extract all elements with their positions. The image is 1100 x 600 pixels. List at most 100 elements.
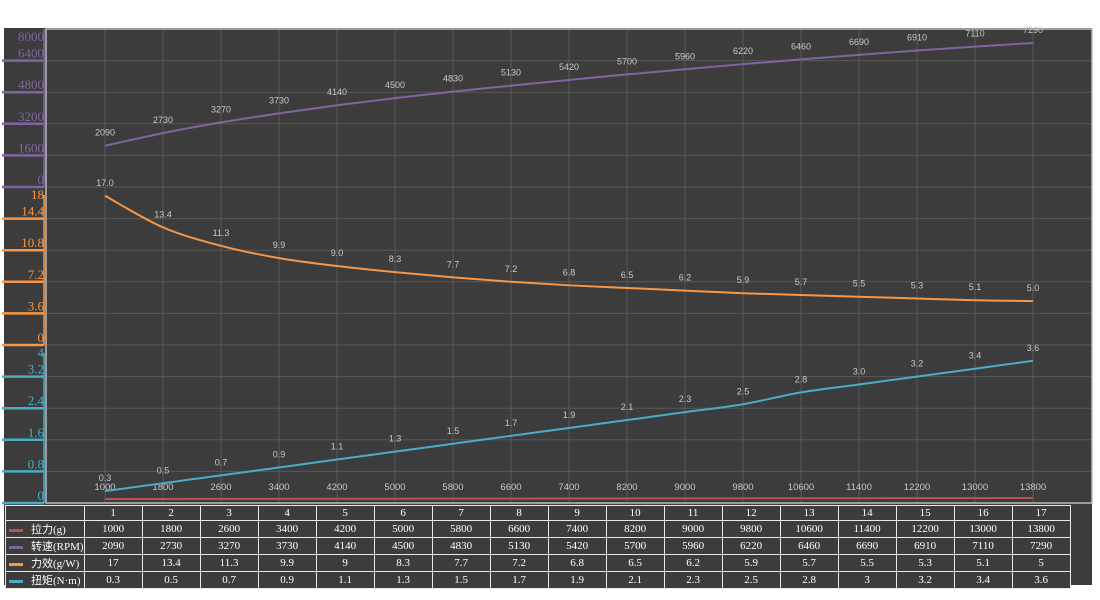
data-label: 7.7 <box>447 259 460 269</box>
table-header-row: 1 2 3 4 5 6 7 8 9 10 11 12 13 14 15 16 17 <box>5 505 1071 521</box>
table-row: 力效(g/W) 17 13.4 11.3 9.9 9 8.3 7.7 7.2 6.8 6.5 6.2 5… <box>5 554 1071 572</box>
table-cell: 0.5 <box>141 571 201 589</box>
data-label-pull: 1000 <box>94 482 115 493</box>
data-label: 2090 <box>95 128 115 138</box>
data-label: 2.8 <box>795 374 808 384</box>
table-cell: 4830 <box>431 537 491 555</box>
y-axis-tick-label: 1.6 <box>28 425 45 440</box>
table-cell: 7400 <box>547 520 607 538</box>
data-label: 5.1 <box>969 282 982 292</box>
table-header-cell: 2 <box>141 505 201 521</box>
table-header-cell: 11 <box>663 505 723 521</box>
y-axis-tick-label: 10.8 <box>21 235 44 250</box>
data-label: 7.2 <box>505 264 518 274</box>
y-axis-tick-label: 4800 <box>18 77 44 92</box>
table-cell: 11400 <box>837 520 897 538</box>
table-cell: 7290 <box>1011 537 1071 555</box>
table-cell: 13800 <box>1011 520 1071 538</box>
table-cell: 10600 <box>779 520 839 538</box>
table-cell: 5.5 <box>837 554 897 572</box>
legend-label: 力效(g/W) <box>31 558 80 570</box>
table-cell: 3.2 <box>895 571 955 589</box>
table-cell: 6910 <box>895 537 955 555</box>
data-label: 3.2 <box>911 359 924 369</box>
data-label: 5700 <box>617 56 637 66</box>
table-cell: 5.9 <box>721 554 781 572</box>
table-header-cell: 1 <box>83 505 143 521</box>
data-label: 0.9 <box>273 449 286 459</box>
data-label: 2730 <box>153 115 173 125</box>
table-cell: 3400 <box>257 520 317 538</box>
table-cell: 3.6 <box>1011 571 1071 589</box>
data-label: 0.5 <box>157 465 170 475</box>
table-cell: 1.9 <box>547 571 607 589</box>
table-cell: 7.7 <box>431 554 491 572</box>
y-axis-tick-label: 2.4 <box>28 393 45 408</box>
table-cell: 3730 <box>257 537 317 555</box>
data-label: 5.7 <box>795 277 808 287</box>
table-cell: 2.3 <box>663 571 723 589</box>
legend-cell: 扭矩(N·m) <box>5 571 85 589</box>
table-cell: 1000 <box>83 520 143 538</box>
legend-swatch-icon <box>9 545 23 549</box>
data-label: 0.3 <box>99 473 112 483</box>
table-cell: 4140 <box>315 537 375 555</box>
table-cell: 1.1 <box>315 571 375 589</box>
legend-swatch-icon <box>9 528 23 532</box>
data-label-pull: 9000 <box>674 482 695 493</box>
table-cell: 13000 <box>953 520 1013 538</box>
y-axis-tick-label: 3.2 <box>28 362 44 377</box>
table-cell: 2090 <box>83 537 143 555</box>
y-axis-tick-label: 14.4 <box>21 204 44 219</box>
table-cell: 0.7 <box>199 571 259 589</box>
table-cell: 5.3 <box>895 554 955 572</box>
data-label: 7290 <box>1023 25 1043 35</box>
data-label: 17.0 <box>96 178 114 188</box>
table-cell: 0.9 <box>257 571 317 589</box>
table-header-cell: 8 <box>489 505 549 521</box>
data-label: 5.9 <box>737 275 750 285</box>
table-cell: 9800 <box>721 520 781 538</box>
table-cell: 13.4 <box>141 554 201 572</box>
data-label: 8.3 <box>389 254 402 264</box>
legend-cell: 转速(RPM) <box>5 537 85 555</box>
y-axis-tick-label: 0 <box>38 488 45 503</box>
table-cell: 2600 <box>199 520 259 538</box>
series-line-rpm <box>104 42 1034 147</box>
legend-cell: 力效(g/W) <box>5 554 85 572</box>
table-cell: 5420 <box>547 537 607 555</box>
table-header-cell: 15 <box>895 505 955 521</box>
legend-label: 扭矩(N·m) <box>31 575 81 587</box>
data-label-pull: 7400 <box>558 482 579 493</box>
data-label: 5.5 <box>853 279 866 289</box>
data-label: 1.1 <box>331 442 344 452</box>
table-cell: 5000 <box>373 520 433 538</box>
data-label: 6.8 <box>563 267 576 277</box>
table-cell: 6690 <box>837 537 897 555</box>
table-cell: 4200 <box>315 520 375 538</box>
y-axis-tick-label: 0 <box>38 330 45 345</box>
data-label: 1.5 <box>447 426 460 436</box>
table-header-cell: 3 <box>199 505 259 521</box>
y-axis-tick-label: 0.8 <box>28 456 44 471</box>
table-cell: 1.7 <box>489 571 549 589</box>
data-label-pull: 5800 <box>442 482 463 493</box>
table-cell: 3270 <box>199 537 259 555</box>
table-cell: 5700 <box>605 537 665 555</box>
y-axis-tick-label: 3.6 <box>28 298 45 313</box>
data-label-pull: 13000 <box>962 482 988 493</box>
data-label-pull: 5000 <box>384 482 405 493</box>
table-cell: 9000 <box>663 520 723 538</box>
data-label-pull: 8200 <box>616 482 637 493</box>
data-label: 5420 <box>559 62 579 72</box>
data-label-pull: 10600 <box>788 482 814 493</box>
data-label: 6910 <box>907 33 927 43</box>
data-label: 1.3 <box>389 434 402 444</box>
table-header-cell: 6 <box>373 505 433 521</box>
legend-swatch-icon <box>9 562 23 566</box>
table-cell: 5960 <box>663 537 723 555</box>
data-label: 7110 <box>965 29 984 39</box>
table-cell: 11.3 <box>199 554 259 572</box>
table-header-cell: 12 <box>721 505 781 521</box>
